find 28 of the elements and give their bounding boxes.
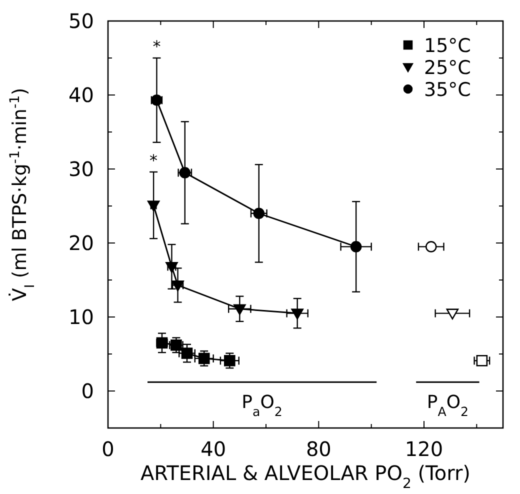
legend-label: 25°C xyxy=(424,57,471,79)
annotation: * xyxy=(150,150,158,170)
point xyxy=(350,241,362,252)
y-tick-label: 40 xyxy=(68,83,94,107)
point xyxy=(147,200,160,212)
annotation: P$_{a}$O$_{2}$ xyxy=(242,392,282,419)
annotation: * xyxy=(152,37,161,56)
point xyxy=(446,308,459,320)
y-tick-label: 10 xyxy=(68,305,94,329)
point xyxy=(425,241,437,252)
y-tick-label: 50 xyxy=(68,9,94,33)
point xyxy=(253,208,265,220)
point xyxy=(291,308,304,320)
point xyxy=(224,355,236,366)
point xyxy=(234,304,246,316)
y-tick-label: 0 xyxy=(81,379,94,403)
y-tick-label: 30 xyxy=(68,157,94,181)
x-tick-label: 0 xyxy=(102,437,114,461)
annotation: P$_{A}$O$_{2}$ xyxy=(426,392,469,419)
x-tick-label: 80 xyxy=(306,437,332,461)
point xyxy=(198,352,210,364)
x-axis-title: ARTERIAL & ALVEOLAR PO$_{2}$ (Torr) xyxy=(140,461,470,492)
legend-label: 35°C xyxy=(424,79,471,101)
x-tick-label: 120 xyxy=(404,437,444,461)
y-tick-label: 20 xyxy=(68,231,94,255)
x-tick-label: 40 xyxy=(200,437,226,461)
legend-label: 15°C xyxy=(424,35,471,57)
point xyxy=(476,355,488,366)
